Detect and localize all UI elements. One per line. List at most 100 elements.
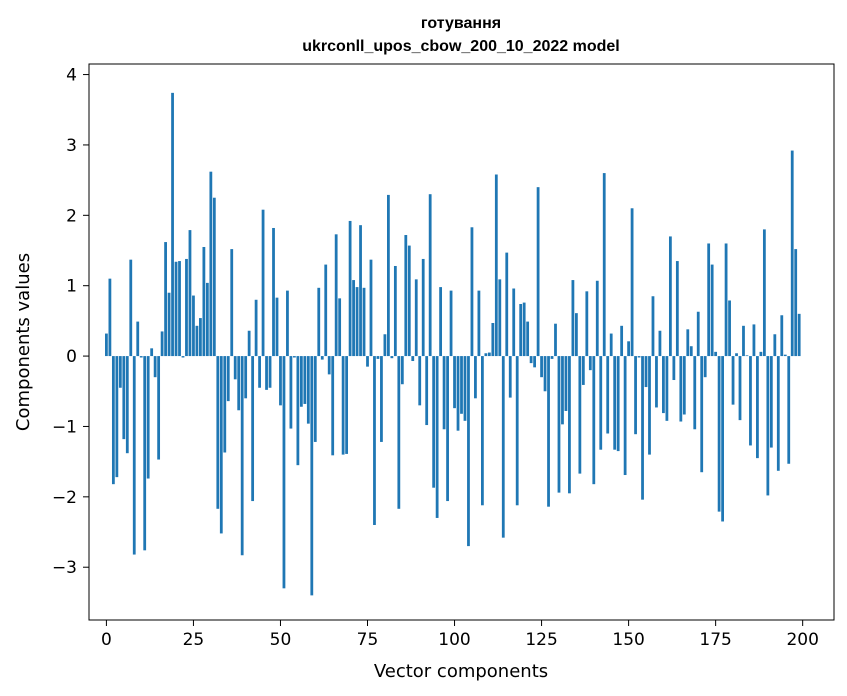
bar-188 — [759, 351, 763, 357]
bar-160 — [662, 356, 665, 414]
bar-43 — [254, 299, 258, 357]
bar-50 — [279, 356, 282, 406]
bar-115 — [505, 252, 509, 357]
bar-49 — [275, 297, 279, 357]
bar-61 — [317, 287, 321, 357]
bar-183 — [742, 325, 745, 357]
bar-108 — [481, 356, 484, 506]
bar-143 — [602, 173, 606, 357]
bar-62 — [320, 356, 324, 360]
bar-28 — [202, 246, 206, 357]
bar-190 — [766, 356, 770, 496]
x-tick-label: 200 — [786, 630, 818, 650]
bar-27 — [199, 318, 202, 357]
bar-193 — [776, 356, 780, 471]
bar-132 — [564, 356, 568, 411]
bar-57 — [303, 356, 307, 404]
y-tick-label: 3 — [66, 136, 77, 156]
bar-122 — [529, 356, 533, 364]
bar-69 — [345, 356, 349, 454]
bar-153 — [637, 356, 641, 358]
bar-102 — [460, 356, 463, 414]
y-axis-label: Components values — [13, 253, 34, 431]
bar-17 — [164, 242, 167, 357]
bar-159 — [658, 330, 662, 357]
bar-46 — [265, 356, 268, 390]
bar-21 — [178, 261, 181, 357]
bar-171 — [700, 356, 704, 473]
x-tick-label: 25 — [183, 630, 205, 650]
bar-191 — [769, 356, 773, 448]
bar-114 — [501, 356, 505, 538]
bar-86 — [404, 235, 408, 357]
bar-11 — [143, 356, 147, 551]
bar-98 — [446, 356, 449, 502]
bar-162 — [668, 236, 672, 357]
bar-130 — [557, 356, 561, 493]
x-axis-label: Vector components — [374, 661, 548, 682]
bar-178 — [724, 243, 728, 357]
bar-12 — [146, 356, 150, 479]
x-tick-label: 0 — [101, 630, 112, 650]
bar-124 — [536, 187, 540, 357]
bar-144 — [606, 356, 610, 434]
bar-135 — [574, 313, 578, 357]
bars-group — [105, 92, 801, 596]
bar-151 — [630, 208, 634, 357]
bar-31 — [212, 197, 216, 357]
bar-80 — [383, 334, 387, 357]
bar-30 — [209, 171, 213, 357]
x-tick-label: 125 — [525, 630, 557, 650]
bar-54 — [293, 356, 296, 358]
bar-64 — [327, 356, 331, 375]
bar-39 — [240, 356, 244, 556]
bar-81 — [387, 194, 390, 357]
plot-frame — [88, 63, 835, 621]
bar-128 — [550, 356, 554, 359]
bar-97 — [442, 356, 446, 430]
x-tick-label: 75 — [357, 630, 379, 650]
bar-100 — [453, 356, 456, 409]
bar-42 — [251, 356, 255, 502]
bar-198 — [794, 249, 798, 357]
bar-40 — [244, 356, 248, 399]
bar-179 — [728, 300, 731, 357]
bar-8 — [132, 356, 136, 555]
bar-78 — [376, 356, 380, 359]
bar-24 — [188, 230, 192, 357]
bar-107 — [477, 290, 481, 357]
bar-3 — [115, 356, 119, 478]
bar-194 — [780, 315, 784, 357]
bar-36 — [230, 249, 234, 357]
bar-41 — [247, 330, 251, 357]
bar-95 — [435, 356, 439, 518]
bar-52 — [286, 290, 289, 357]
bar-87 — [407, 245, 411, 357]
bar-103 — [463, 356, 467, 421]
bar-2 — [111, 356, 115, 485]
bar-60 — [313, 356, 317, 442]
bar-156 — [648, 356, 651, 455]
bar-33 — [219, 356, 223, 534]
y-tick-label: 4 — [66, 66, 77, 86]
bar-150 — [627, 341, 630, 357]
bar-9 — [136, 321, 140, 357]
bar-164 — [675, 261, 679, 357]
bar-53 — [289, 356, 293, 429]
bar-110 — [487, 352, 491, 357]
y-axis-ticks: −3 −2 −1 0 1 2 3 4 — [52, 66, 89, 578]
bar-129 — [554, 323, 557, 357]
bar-35 — [226, 356, 230, 402]
bar-20 — [174, 261, 178, 357]
bar-131 — [561, 356, 564, 425]
bar-1 — [108, 278, 112, 357]
bar-0 — [105, 333, 108, 357]
bar-185 — [749, 356, 752, 446]
bar-139 — [588, 356, 592, 371]
bar-163 — [672, 356, 676, 381]
bar-199 — [797, 313, 801, 357]
bar-70 — [348, 220, 352, 357]
bar-196 — [787, 356, 791, 464]
bar-111 — [491, 323, 495, 357]
